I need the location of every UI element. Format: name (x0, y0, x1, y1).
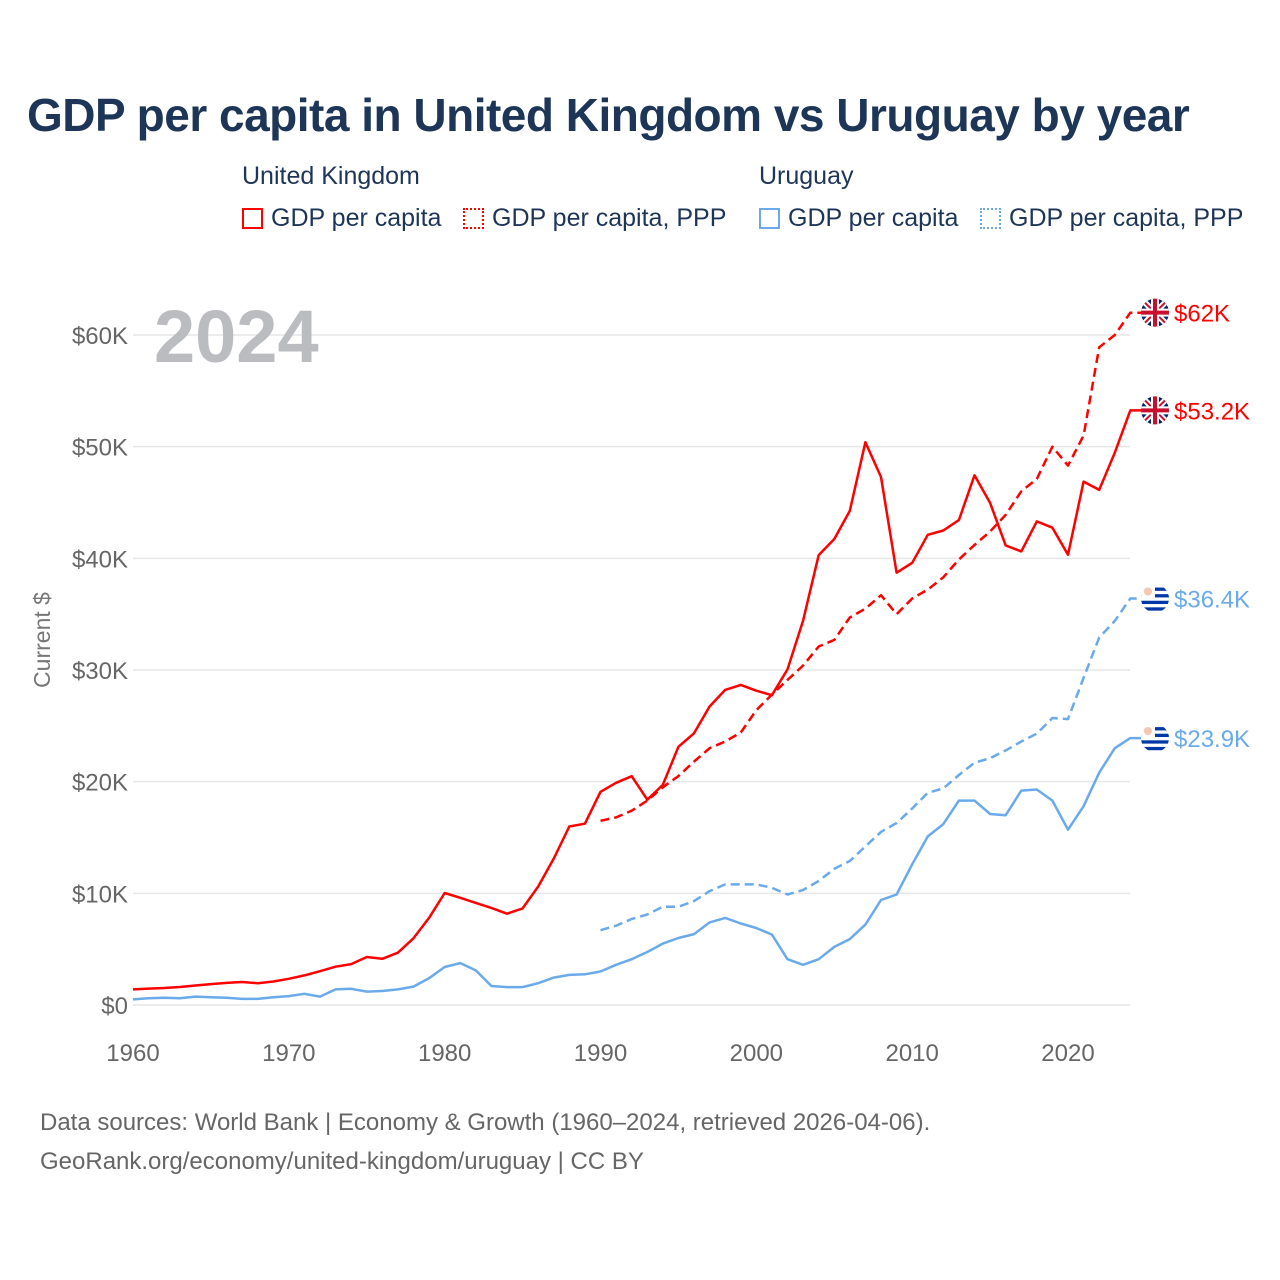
legend-label: GDP per capita (271, 204, 442, 232)
gdp-line-uk (132, 409, 1141, 991)
legend-swatch-solid (242, 208, 263, 229)
x-tick-label: 2010 (885, 1040, 938, 1067)
flag-stripe (1141, 746, 1169, 751)
end-value-label: $36.4K (1174, 587, 1250, 614)
y-tick-label: $10K (72, 881, 128, 908)
y-tick-label: $30K (72, 658, 128, 685)
x-tick-label: 2000 (730, 1040, 783, 1067)
flag-stripe (1141, 607, 1169, 611)
flag-uk-icon (1141, 298, 1169, 327)
uk-flag (1141, 396, 1169, 425)
flag-sun (1144, 587, 1152, 596)
uruguay-flag (1141, 724, 1169, 753)
legend-swatch-dotted (463, 208, 484, 229)
y-tick-label: $50K (72, 435, 128, 462)
legend-label: GDP per capita, PPP (1009, 204, 1244, 232)
end-value-label: $23.9K (1174, 726, 1250, 753)
y-tick-label: $20K (72, 770, 128, 797)
legend-uk-gdp[interactable]: GDP per capita (242, 204, 441, 233)
legend-label: GDP per capita (788, 204, 959, 232)
y-tick-label: $60K (72, 323, 128, 350)
flag-uruguay-icon (1141, 584, 1169, 613)
legend-group-uk: United Kingdom (242, 162, 420, 190)
legend-swatch-solid (759, 208, 780, 229)
y-tick-label: $40K (72, 546, 128, 573)
legend-uruguay-ppp[interactable]: GDP per capita, PPP (980, 204, 1243, 233)
legend-swatch-dotted (980, 208, 1001, 229)
chart-title: GDP per capita in United Kingdom vs Urug… (27, 89, 1190, 141)
flag-uk-icon (1141, 396, 1169, 425)
y-tick-label: $0 (101, 993, 128, 1020)
uk-flag (1141, 298, 1169, 327)
year-watermark: 2024 (154, 295, 319, 378)
ppp-line-uruguay (600, 597, 1141, 932)
source-line-2[interactable]: GeoRank.org/economy/united-kingdom/urugu… (40, 1148, 644, 1175)
end-value-label: $53.2K (1174, 398, 1250, 425)
legend-uk-ppp[interactable]: GDP per capita, PPP (463, 204, 726, 233)
legend-group-uruguay: Uruguay (759, 162, 854, 190)
y-axis-label: Current $ (29, 592, 55, 688)
x-tick-label: 2020 (1041, 1040, 1094, 1067)
legend-label: GDP per capita, PPP (492, 204, 727, 232)
x-tick-label: 1960 (106, 1040, 159, 1067)
x-tick-label: 1990 (574, 1040, 627, 1067)
flag-stripe (1141, 740, 1169, 744)
flag-cross-red (1141, 298, 1169, 327)
ppp-line-uk (600, 311, 1141, 823)
legend-uruguay-gdp[interactable]: GDP per capita (759, 204, 958, 233)
end-value-label: $62K (1174, 301, 1230, 328)
x-tick-label: 1980 (418, 1040, 471, 1067)
gdp-line-uruguay (132, 736, 1141, 1001)
source-line-1: Data sources: World Bank | Economy & Gro… (40, 1109, 931, 1136)
x-tick-label: 1970 (262, 1040, 315, 1067)
flag-sun (1144, 727, 1152, 736)
uruguay-flag (1141, 584, 1169, 613)
flag-uruguay-icon (1141, 724, 1169, 753)
flag-stripe (1141, 600, 1169, 605)
flag-cross-red (1141, 396, 1169, 425)
